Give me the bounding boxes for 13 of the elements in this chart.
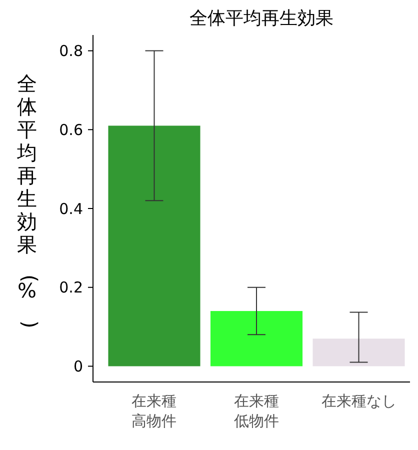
x-tick-label: 在来種なし [321, 392, 396, 410]
text: 全体平均再生効果(%) [17, 72, 42, 328]
y-tick-label: 0.6 [59, 120, 83, 139]
y-tick-label: 0.8 [59, 42, 83, 60]
y-tick-label: 0 [73, 357, 83, 376]
y-tick-label: 0.4 [59, 200, 83, 218]
y-tick-label: 0.2 [59, 278, 83, 297]
chart-title: 全体平均再生効果 [190, 8, 334, 29]
bar [210, 311, 303, 366]
x-tick-label: 在来種低物件 [234, 392, 279, 430]
bar [108, 126, 200, 366]
bar [312, 338, 405, 366]
x-tick-label: 在来種高物件 [132, 392, 177, 430]
